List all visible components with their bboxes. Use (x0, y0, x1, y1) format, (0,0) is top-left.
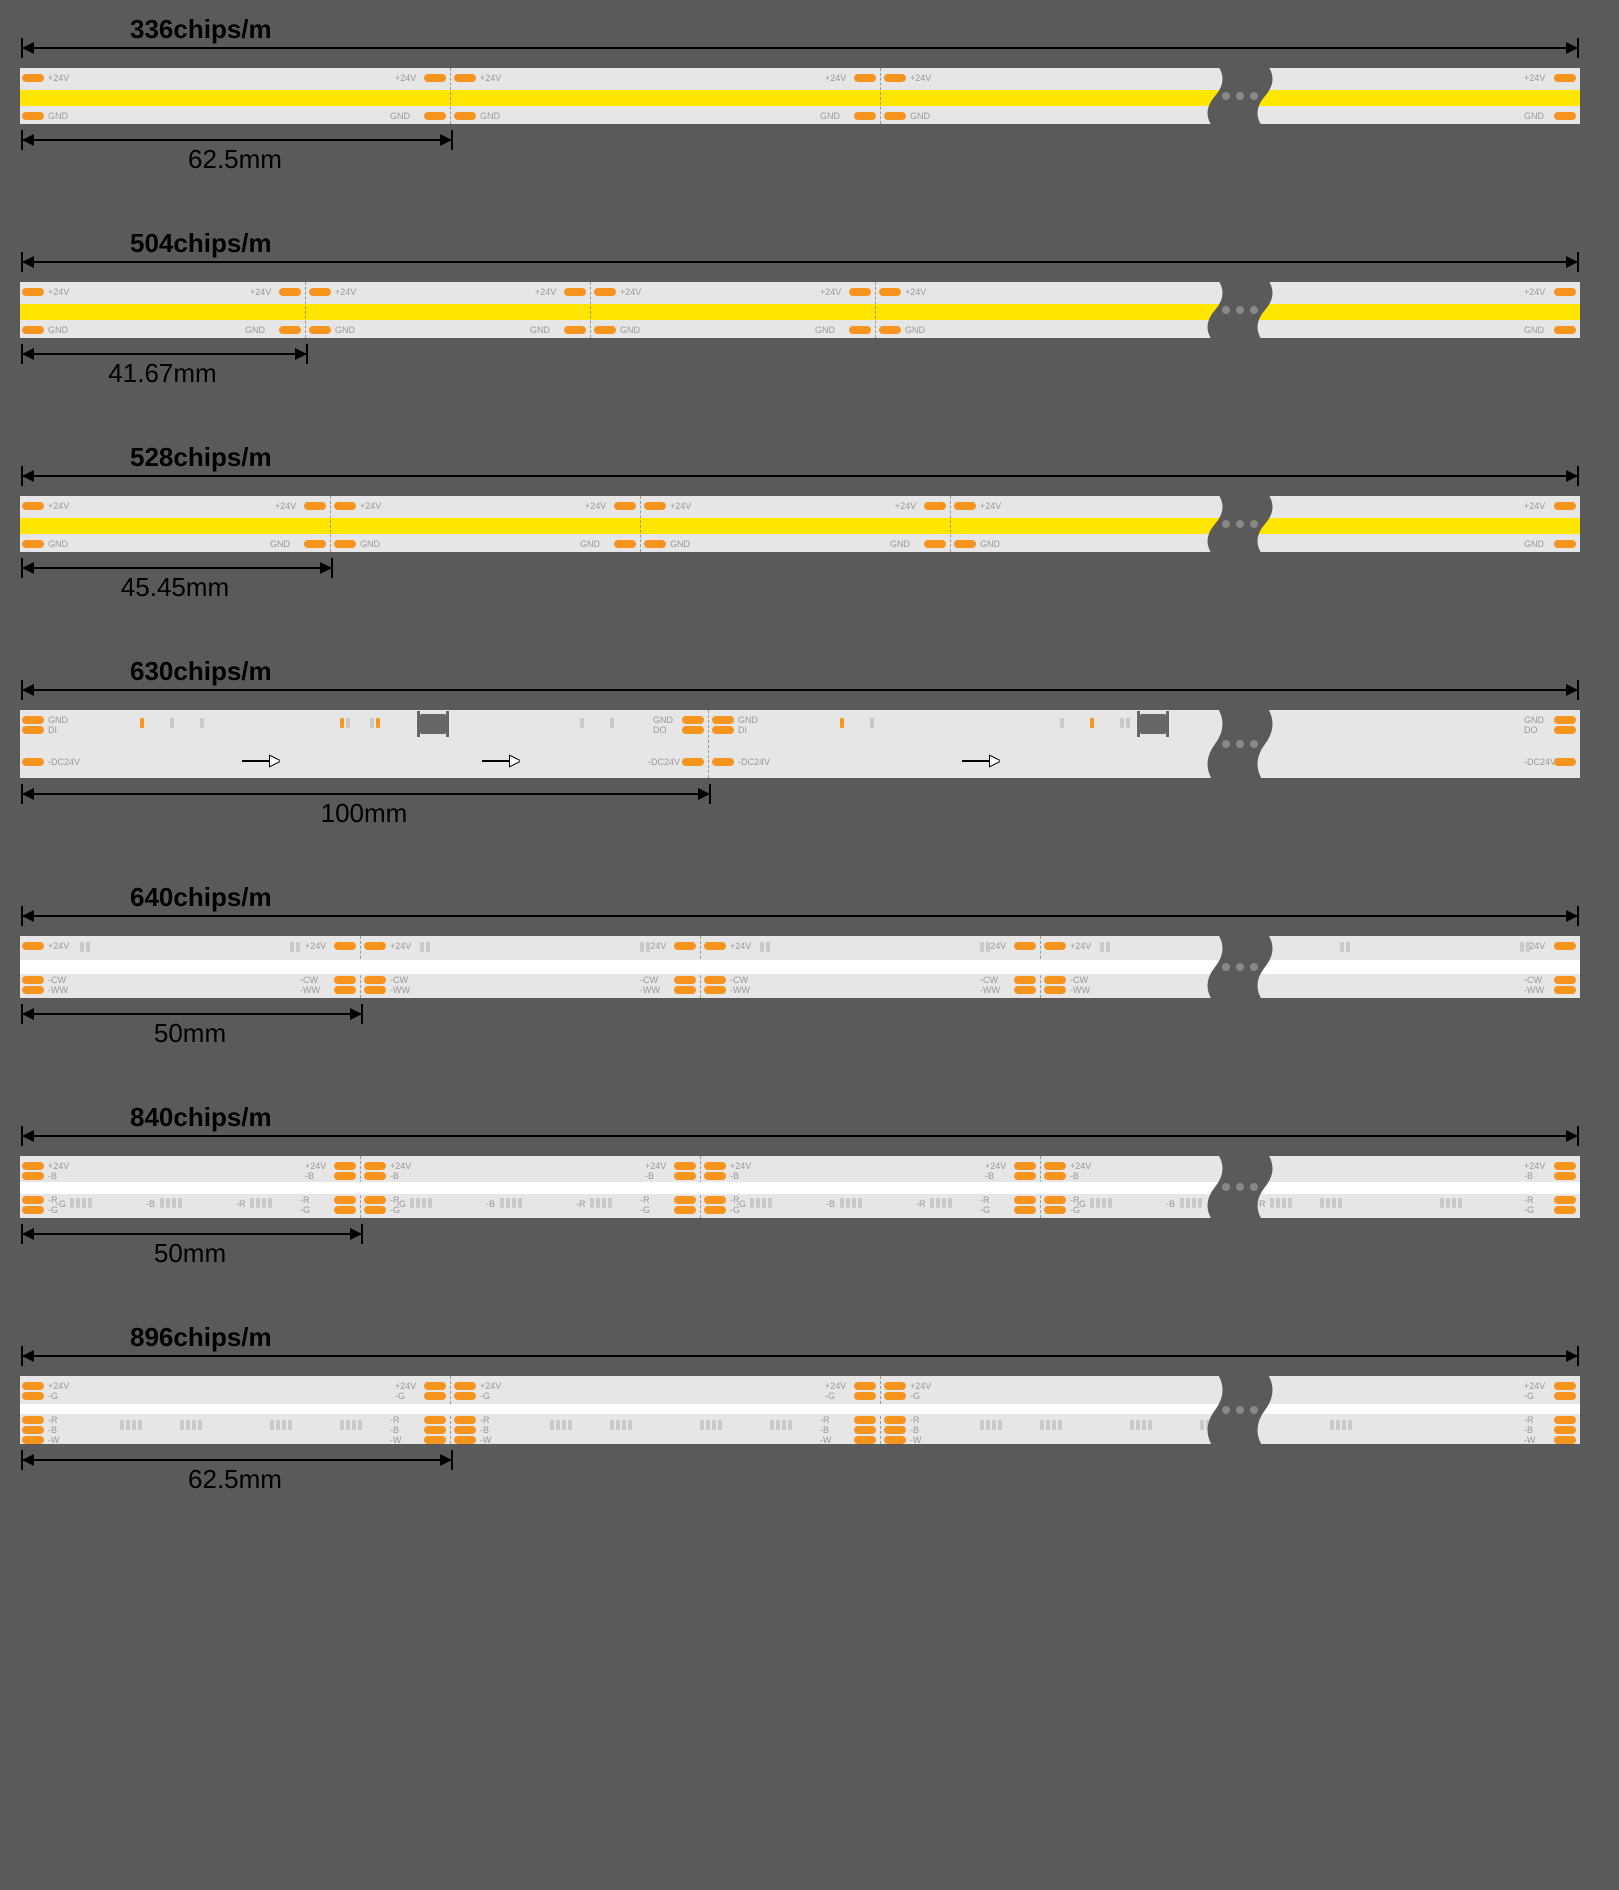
led-strip: +24VGND+24V+24VGNDGND+24V+24VGNDGND+24V+… (20, 282, 1580, 338)
led-strip: +24VGND+24V+24VGNDGND+24V+24VGNDGND+24V+… (20, 496, 1580, 552)
led-strip: GNDDI-DC24VGNDGNDDODI-DC24V-DC24VGNDDO-D… (20, 710, 1580, 778)
segment-label: 50mm (20, 1018, 360, 1049)
density-label: 840chips/m (130, 1102, 272, 1133)
segment-label: 100mm (20, 798, 708, 829)
led-strip: +24VGND+24V+24VGNDGND+24V+24VGNDGND+24VG… (20, 68, 1580, 124)
density-label: 504chips/m (130, 228, 272, 259)
density-label: 336chips/m (130, 14, 272, 45)
strip-630: 630chips/mGNDDI-DC24VGNDGNDDODI-DC24V-DC… (20, 662, 1599, 828)
segment-label: 41.67mm (20, 358, 305, 389)
segment-label: 62.5mm (20, 1464, 450, 1495)
strip-840: 840chips/m+24V-B-R-G+24V+24V-B-B-R-R-G-G… (20, 1108, 1599, 1268)
segment-label: 50mm (20, 1238, 360, 1269)
density-label: 630chips/m (130, 656, 272, 687)
led-strip: +24V-CW-WW+24V+24V-CW-CW-WW-WW+24V+24V-C… (20, 936, 1580, 998)
strip-336: 336chips/m+24VGND+24V+24VGNDGND+24V+24VG… (20, 20, 1599, 174)
density-label: 640chips/m (130, 882, 272, 913)
strip-896: 896chips/m+24V-G-R-B-W+24V+24V-G-G-R-R-B… (20, 1328, 1599, 1494)
strip-528: 528chips/m+24VGND+24V+24VGNDGND+24V+24VG… (20, 448, 1599, 602)
segment-label: 62.5mm (20, 144, 450, 175)
led-strip: +24V-G-R-B-W+24V+24V-G-G-R-R-B-B-W-W+24V… (20, 1376, 1580, 1444)
strip-504: 504chips/m+24VGND+24V+24VGNDGND+24V+24VG… (20, 234, 1599, 388)
density-label: 528chips/m (130, 442, 272, 473)
segment-label: 45.45mm (20, 572, 330, 603)
strip-640: 640chips/m+24V-CW-WW+24V+24V-CW-CW-WW-WW… (20, 888, 1599, 1048)
density-label: 896chips/m (130, 1322, 272, 1353)
led-strip: +24V-B-R-G+24V+24V-B-B-R-R-G-G+24V+24V-B… (20, 1156, 1580, 1218)
